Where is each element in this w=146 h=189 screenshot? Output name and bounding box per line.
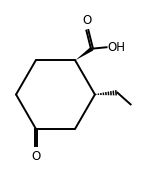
Text: O: O [31,150,40,163]
Text: OH: OH [107,41,125,54]
Text: O: O [82,14,91,27]
Polygon shape [75,47,93,60]
